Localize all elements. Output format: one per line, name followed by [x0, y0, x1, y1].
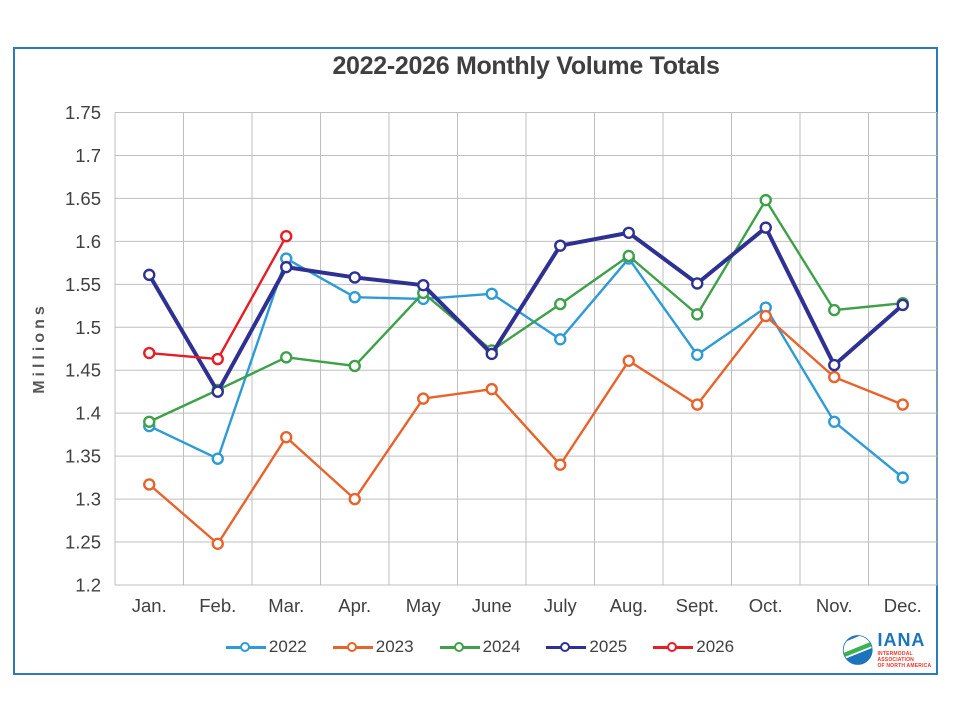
svg-text:1.4: 1.4	[75, 403, 101, 424]
data-point-2025-Nov.	[828, 358, 841, 372]
data-point-2026-Jan.	[143, 346, 156, 360]
data-point-2023-Feb.	[211, 537, 224, 550]
legend-label-2022: 2022	[268, 637, 307, 656]
iana-globe-icon	[842, 635, 873, 665]
legend-swatch-2026	[653, 641, 694, 653]
data-point-2024-Sept.	[691, 308, 704, 321]
data-point-2025-Oct.	[759, 221, 772, 234]
svg-text:Dec.: Dec.	[884, 595, 922, 616]
data-point-2025-Apr.	[348, 271, 361, 284]
iana-logo-tagline: INTERMODAL ASSOCIATION OF NORTH AMERICA	[877, 651, 938, 669]
data-point-2025-Jan.	[143, 268, 156, 282]
iana-logo-text-block: IANA INTERMODAL ASSOCIATION OF NORTH AME…	[877, 631, 938, 669]
data-point-2023-Sept.	[691, 398, 704, 411]
data-point-2026-Mar.	[280, 230, 293, 243]
svg-text:1.25: 1.25	[65, 532, 101, 553]
data-point-2024-Mar.	[280, 351, 293, 364]
legend-item-2023: 2023	[332, 637, 414, 657]
data-point-2023-May	[417, 392, 430, 405]
svg-text:Jan.: Jan.	[132, 595, 167, 616]
svg-text:1.7: 1.7	[75, 145, 101, 166]
svg-text:July: July	[544, 595, 578, 616]
iana-tagline-line2: OF NORTH AMERICA	[877, 663, 932, 669]
svg-text:Feb.: Feb.	[199, 595, 236, 616]
data-point-2023-Mar.	[280, 431, 293, 444]
data-point-2024-July	[554, 297, 567, 311]
data-point-2025-Mar.	[280, 260, 293, 274]
svg-text:1.35: 1.35	[65, 446, 101, 467]
legend-label-2023: 2023	[375, 637, 414, 656]
data-point-2022-June	[485, 287, 498, 300]
y-axis-tick-labels: 1.2 1.25 1.3 1.35 1.4 1.45 1.5 1.55 1.6 1.65 1.7 1.…	[65, 102, 101, 596]
data-point-2025-Aug.	[622, 226, 635, 239]
legend-item-2024: 2024	[439, 637, 521, 657]
iana-tagline-line1: INTERMODAL ASSOCIATION	[877, 651, 914, 663]
svg-text:1.6: 1.6	[75, 231, 101, 252]
data-point-2025-June	[485, 347, 498, 361]
data-point-2024-Jan.	[143, 415, 156, 428]
data-point-2025-Feb.	[211, 385, 224, 398]
legend-label-2024: 2024	[482, 637, 521, 656]
svg-text:Apr.: Apr.	[338, 595, 371, 616]
svg-text:May: May	[406, 595, 442, 616]
svg-text:Aug.: Aug.	[610, 595, 648, 616]
data-point-2023-Jan.	[143, 478, 156, 491]
data-point-2025-July	[554, 239, 567, 252]
chart-title: 2022-2026 Monthly Volume Totals	[332, 52, 720, 80]
data-point-2023-June	[485, 382, 498, 396]
chart-border-frame	[13, 47, 938, 675]
data-point-2024-Oct.	[759, 193, 772, 207]
svg-text:1.65: 1.65	[65, 188, 101, 209]
svg-text:1.5: 1.5	[75, 317, 101, 338]
svg-text:Oct.: Oct.	[749, 595, 783, 616]
data-point-2022-Dec.	[896, 471, 909, 484]
data-point-2023-July	[554, 458, 567, 471]
iana-logo-wordmark: IANA	[877, 630, 926, 650]
data-point-2022-Feb.	[211, 452, 224, 465]
series-2025	[143, 221, 909, 398]
data-point-2023-Apr.	[348, 492, 361, 506]
data-point-2024-Nov.	[828, 303, 841, 317]
data-point-2022-Apr.	[348, 291, 361, 304]
data-point-2025-Dec.	[896, 298, 909, 312]
legend-swatch-2024	[439, 641, 480, 653]
plot-gridlines	[114, 112, 938, 586]
data-point-2024-Apr.	[348, 359, 361, 373]
data-point-2023-Oct.	[759, 309, 772, 323]
data-point-2023-Aug.	[622, 354, 635, 367]
svg-text:1.55: 1.55	[65, 274, 101, 295]
data-point-2025-Sept.	[691, 277, 704, 290]
data-point-2023-Dec.	[896, 398, 909, 411]
svg-text:1.45: 1.45	[65, 360, 101, 381]
data-point-2026-Feb.	[211, 352, 224, 366]
svg-text:Nov.: Nov.	[816, 595, 853, 616]
svg-text:June: June	[472, 595, 512, 616]
legend-item-2026: 2026	[653, 637, 734, 657]
svg-text:1.3: 1.3	[75, 489, 101, 510]
svg-text:1.2: 1.2	[75, 575, 101, 596]
legend-swatch-2022	[225, 641, 266, 653]
svg-text:1.75: 1.75	[65, 102, 101, 123]
legend-label-2026: 2026	[696, 637, 735, 656]
data-point-2024-Aug.	[622, 249, 635, 263]
series-2026	[143, 230, 293, 366]
x-axis-month-labels: Jan. Feb. Mar. Apr. May June July Aug. Sept. Oct.…	[132, 595, 922, 616]
legend-label-2025: 2025	[589, 637, 628, 656]
data-point-2022-Nov.	[828, 415, 841, 428]
legend-swatch-2023	[332, 641, 373, 653]
svg-text:Sept.: Sept.	[676, 595, 719, 616]
svg-text:Mar.: Mar.	[268, 595, 304, 616]
chart-legend: 2022 2023 2024 2025 2026	[0, 637, 960, 657]
data-point-2025-May	[417, 278, 430, 292]
legend-item-2022: 2022	[225, 637, 307, 657]
data-point-2022-July	[554, 333, 567, 346]
data-point-2022-Sept.	[691, 348, 704, 361]
iana-logo: IANA INTERMODAL ASSOCIATION OF NORTH AME…	[842, 628, 938, 672]
legend-swatch-2025	[546, 641, 587, 653]
series-2023	[143, 309, 909, 550]
data-point-2023-Nov.	[828, 370, 841, 384]
legend-item-2025: 2025	[546, 637, 627, 657]
